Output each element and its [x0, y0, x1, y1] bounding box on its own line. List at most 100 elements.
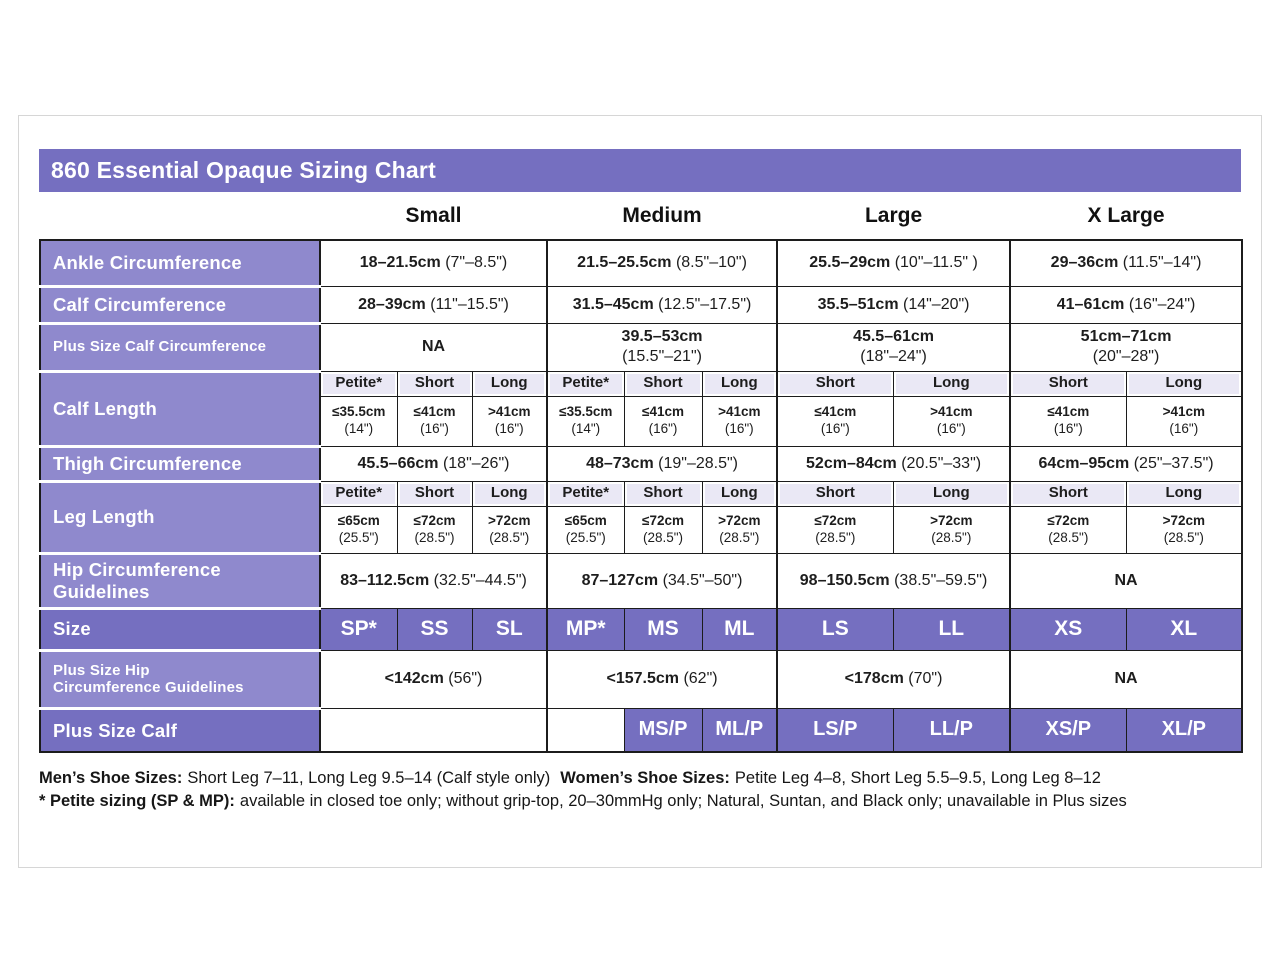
leg-length-val-3: ≤65cm (25.5") — [546, 505, 625, 554]
calf-small: 28–39cm (11"–15.5") — [318, 285, 548, 324]
row-label-plus-hip: Plus Size Hip Circumference Guidelines — [39, 650, 321, 710]
plus-calf-xsp: XS/P — [1009, 707, 1127, 753]
row-label-thigh: Thigh Circumference — [39, 446, 321, 483]
leg-length-sub-short-l: Short — [776, 480, 894, 507]
row-calf-length-subheaders: Calf Length Petite* Short Long Petite* S… — [39, 370, 1244, 448]
leg-length-sub-long-s: Long — [471, 480, 548, 507]
hip-small: 83–112.5cm (32.5"–44.5") — [318, 552, 548, 609]
row-label-calf-length: Calf Length — [39, 371, 321, 448]
row-ankle-circumference: Ankle Circumference 18–21.5cm (7"–8.5") … — [39, 239, 1244, 288]
sizing-table: Small Medium Large X Large Ankle Circumf… — [39, 192, 1244, 753]
ankle-large: 25.5–29cm (10"–11.5" ) — [776, 239, 1011, 287]
col-header-small: Small — [405, 203, 462, 227]
size-mp: MP* — [546, 607, 625, 651]
calf-length-val-5: >41cm (16") — [701, 395, 778, 447]
leg-length-sub-short-xl: Short — [1009, 480, 1127, 507]
calf-length-val-3: ≤35.5cm (14") — [546, 395, 625, 447]
row-label-calf: Calf Circumference — [39, 286, 321, 325]
calf-length-sub-long-xl: Long — [1125, 370, 1244, 397]
hip-large: 98–150.5cm (38.5"–59.5") — [776, 552, 1011, 609]
leg-length-val-9: >72cm (28.5") — [1125, 505, 1244, 554]
calf-length-sub-short-s: Short — [396, 370, 473, 397]
col-header-large: Large — [864, 203, 923, 227]
mens-shoe-sizes-label: Men’s Shoe Sizes: — [39, 769, 183, 787]
calf-length-val-2: >41cm (16") — [471, 395, 548, 447]
calf-length-val-4: ≤41cm (16") — [623, 395, 703, 447]
leg-length-sub-petite-m: Petite* — [546, 480, 625, 507]
plus-hip-large: <178cm (70") — [776, 649, 1011, 709]
row-calf-length-values: ≤35.5cm (14") ≤41cm (16") >41cm (16") ≤35.5… — [40, 395, 1244, 447]
calf-length-val-6: ≤41cm (16") — [776, 395, 894, 447]
womens-shoe-sizes-label: Women’s Shoe Sizes: — [560, 769, 730, 787]
row-plus-size-calf: Plus Size Calf MS/P ML/P LS/P LL/P XS/P … — [39, 707, 1244, 753]
row-size: Size SP* SS SL MP* MS ML LS LL XS XL — [39, 607, 1244, 652]
col-header-xlarge: X Large — [1087, 203, 1165, 227]
row-plus-size-hip-guidelines: Plus Size Hip Circumference Guidelines <1… — [39, 649, 1244, 710]
plus-hip-medium: <157.5cm (62") — [546, 649, 778, 709]
size-ms: MS — [623, 607, 703, 651]
leg-length-sub-long-m: Long — [701, 480, 778, 507]
leg-length-val-5: >72cm (28.5") — [701, 505, 778, 554]
calf-length-val-9: >41cm (16") — [1125, 395, 1244, 447]
plus-calf-circ-xlarge: 51cm–71cm (20"–28") — [1009, 322, 1244, 372]
leg-length-val-7: >72cm (28.5") — [892, 505, 1011, 554]
size-xs: XS — [1009, 607, 1127, 651]
calf-length-sub-short-xl: Short — [1009, 370, 1127, 397]
plus-calf-mlp: ML/P — [701, 707, 778, 753]
plus-calf-circ-large: 45.5–61cm (18"–24") — [776, 322, 1011, 372]
row-label-hip: Hip Circumference Guidelines — [39, 553, 321, 610]
leg-length-val-0: ≤65cm (25.5") — [319, 505, 398, 554]
calf-length-sub-long-s: Long — [471, 370, 548, 397]
hip-xlarge: NA — [1009, 552, 1244, 609]
thigh-large: 52cm–84cm (20.5"–33") — [776, 445, 1011, 482]
row-hip-circumference-guidelines: Hip Circumference Guidelines 83–112.5cm (… — [39, 552, 1244, 610]
calf-length-val-8: ≤41cm (16") — [1009, 395, 1127, 447]
hip-medium: 87–127cm (34.5"–50") — [546, 552, 778, 609]
plus-calf-llp: LL/P — [892, 707, 1011, 753]
row-plus-size-calf-circumference: Plus Size Calf Circumference NA 39.5–53c… — [39, 322, 1244, 373]
leg-length-val-2: >72cm (28.5") — [471, 505, 548, 554]
leg-length-sub-petite-s: Petite* — [319, 480, 398, 507]
row-calf-circumference: Calf Circumference 28–39cm (11"–15.5") 3… — [39, 285, 1244, 325]
leg-length-sub-long-xl: Long — [1125, 480, 1244, 507]
plus-calf-msp: MS/P — [623, 707, 703, 753]
size-sl: SL — [471, 607, 548, 651]
plus-calf-circ-small: NA — [318, 322, 548, 372]
calf-length-sub-short-l: Short — [776, 370, 894, 397]
row-leg-length-values: ≤65cm (25.5") ≤72cm (28.5") >72cm (28.5") ≤… — [40, 505, 1244, 554]
plus-calf-medium-petite-empty — [546, 707, 625, 753]
calf-length-sub-short-m: Short — [623, 370, 703, 397]
leg-length-val-6: ≤72cm (28.5") — [776, 505, 894, 554]
calf-length-sub-long-l: Long — [892, 370, 1011, 397]
size-ml: ML — [701, 607, 778, 651]
size-header-row: Small Medium Large X Large — [40, 192, 1242, 240]
leg-length-val-4: ≤72cm (28.5") — [623, 505, 703, 554]
row-label-plus-calf-circ: Plus Size Calf Circumference — [39, 323, 321, 373]
row-label-ankle: Ankle Circumference — [39, 239, 321, 288]
shoe-sizes-note: Men’s Shoe Sizes: Short Leg 7–11, Long Le… — [39, 769, 1101, 787]
size-ss: SS — [396, 607, 473, 651]
footnotes: Men’s Shoe Sizes: Short Leg 7–11, Long Le… — [39, 767, 1241, 813]
thigh-medium: 48–73cm (19"–28.5") — [546, 445, 778, 482]
ankle-medium: 21.5–25.5cm (8.5"–10") — [546, 239, 778, 287]
row-label-size: Size — [39, 608, 321, 652]
leg-length-val-8: ≤72cm (28.5") — [1009, 505, 1127, 554]
ankle-xlarge: 29–36cm (11.5"–14") — [1009, 239, 1244, 287]
plus-calf-small-empty — [318, 707, 548, 753]
calf-length-val-0: ≤35.5cm (14") — [319, 395, 398, 447]
calf-large: 35.5–51cm (14"–20") — [776, 285, 1011, 324]
calf-length-sub-long-m: Long — [701, 370, 778, 397]
leg-length-val-1: ≤72cm (28.5") — [396, 505, 473, 554]
calf-medium: 31.5–45cm (12.5"–17.5") — [546, 285, 778, 324]
plus-calf-lsp: LS/P — [776, 707, 894, 753]
ankle-small: 18–21.5cm (7"–8.5") — [318, 239, 548, 287]
header-spacer — [40, 192, 320, 240]
calf-xlarge: 41–61cm (16"–24") — [1009, 285, 1244, 324]
plus-hip-xlarge: NA — [1009, 649, 1244, 709]
calf-length-sub-petite-s: Petite* — [319, 370, 398, 397]
calf-length-val-7: >41cm (16") — [892, 395, 1011, 447]
size-ll: LL — [892, 607, 1011, 651]
leg-length-sub-short-s: Short — [396, 480, 473, 507]
calf-length-sub-petite-m: Petite* — [546, 370, 625, 397]
chart-title: 860 Essential Opaque Sizing Chart — [39, 149, 1241, 192]
